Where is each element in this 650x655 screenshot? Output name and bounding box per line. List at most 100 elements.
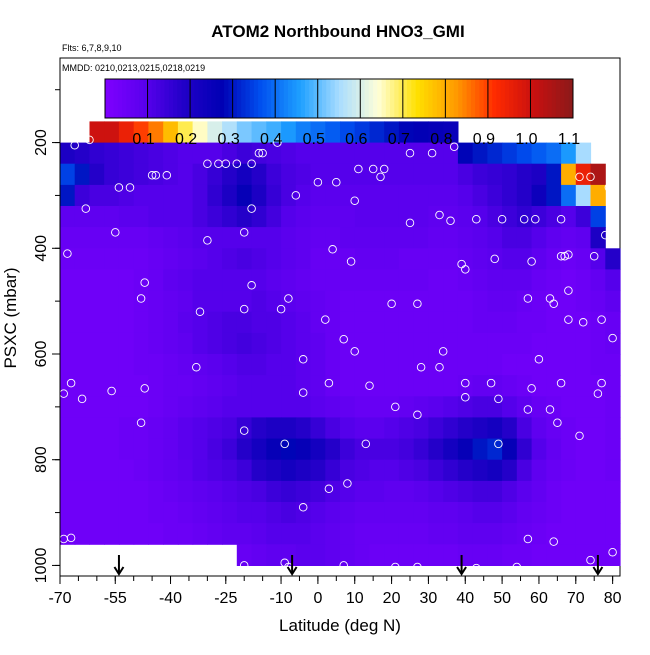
heatmap-cell — [163, 184, 179, 207]
heatmap-cell — [222, 417, 238, 440]
colorbar-segment — [356, 79, 361, 118]
heatmap-cell — [222, 269, 238, 292]
heatmap-cell — [60, 227, 76, 249]
heatmap-cell — [236, 480, 253, 503]
heatmap-cell — [561, 184, 577, 207]
heatmap-cell — [163, 206, 179, 228]
colorbar-segment — [113, 79, 119, 118]
sample-point — [391, 562, 400, 572]
heatmap-cell — [413, 121, 429, 144]
colorbar-segment — [134, 79, 140, 118]
heatmap-cell — [89, 375, 105, 397]
heatmap-cell — [428, 227, 444, 249]
heatmap-cell — [310, 375, 326, 397]
heatmap-cell — [133, 502, 149, 524]
heatmap-cell — [340, 417, 356, 440]
heatmap-cell — [177, 502, 194, 524]
heatmap-cell — [74, 290, 90, 313]
sample-point — [284, 294, 293, 303]
heatmap-cell — [89, 184, 105, 207]
heatmap-cell — [281, 248, 297, 270]
colorbar-segment — [207, 79, 212, 118]
colorbar-segment — [300, 79, 306, 118]
flight-marker-arrow — [592, 555, 604, 576]
heatmap-cell — [457, 227, 474, 249]
heatmap-cell — [222, 227, 238, 249]
sample-point — [427, 148, 437, 158]
heatmap-cell — [457, 459, 474, 482]
heatmap-cell — [266, 523, 282, 545]
heatmap-cell — [502, 354, 518, 376]
heatmap-cell — [266, 206, 282, 228]
x-axis-tick-label: 0 — [313, 590, 322, 607]
heatmap-cell — [428, 290, 444, 313]
heatmap-cell — [192, 206, 208, 228]
heatmap-cell — [487, 269, 503, 292]
heatmap-cell — [74, 480, 90, 503]
colorbar-segment — [560, 79, 565, 118]
heatmap-cell — [163, 269, 179, 292]
heatmap-cell — [118, 227, 135, 249]
heatmap-cell — [281, 163, 297, 186]
heatmap-cell — [561, 290, 577, 313]
heatmap-cell — [222, 311, 238, 334]
heatmap-cell — [531, 269, 547, 292]
heatmap-cell — [398, 523, 415, 545]
heatmap-cell — [531, 459, 547, 482]
sample-point — [391, 402, 400, 412]
heatmap-cell — [222, 184, 238, 207]
heatmap-cell — [104, 248, 120, 270]
heatmap-cell — [354, 227, 370, 249]
heatmap-cell — [192, 459, 208, 482]
heatmap-cell — [310, 184, 326, 207]
heatmap-cell — [104, 290, 120, 313]
colorbar-segment — [441, 79, 446, 118]
colorbar-segment — [385, 79, 391, 118]
colorbar-segment — [198, 79, 204, 118]
heatmap-cell — [148, 227, 164, 249]
flight-marker-head — [113, 566, 125, 576]
heatmap-cell — [340, 375, 356, 397]
heatmap-cell — [74, 438, 90, 461]
colorbar-segment — [266, 79, 272, 118]
heatmap-cell — [60, 163, 76, 186]
heatmap-cell — [281, 184, 297, 207]
heatmap-cell — [89, 163, 105, 186]
heatmap-cell — [369, 523, 385, 545]
heatmap-cell — [60, 269, 76, 292]
heatmap-cell — [605, 480, 621, 503]
heatmap-cell — [354, 375, 370, 397]
sample-point — [534, 355, 544, 364]
heatmap-cell — [384, 375, 400, 397]
heatmap-cell — [443, 396, 459, 418]
colorbar-segment — [458, 79, 463, 118]
heatmap-cell — [561, 523, 577, 545]
colorbar-segment — [151, 79, 157, 118]
heatmap-cell — [133, 311, 149, 334]
heatmap-cell — [281, 480, 297, 503]
heatmap-cell — [457, 375, 474, 397]
heatmap-cell — [281, 332, 297, 355]
colorbar-tick-label: 0.5 — [303, 131, 325, 148]
heatmap-cell — [104, 206, 120, 228]
heatmap-cell — [531, 248, 547, 270]
heatmap-cell — [502, 269, 518, 292]
heatmap-cell — [354, 459, 370, 482]
colorbar-segment — [479, 79, 485, 118]
sample-point — [608, 333, 617, 343]
heatmap-cell — [575, 480, 592, 503]
heatmap-cell — [295, 142, 312, 165]
heatmap-cell — [207, 248, 223, 270]
colorbar-segment — [224, 79, 229, 118]
heatmap-cell — [561, 438, 577, 461]
colorbar-segment — [521, 79, 527, 118]
heatmap-cell — [575, 332, 592, 355]
heatmap-cell — [546, 269, 562, 292]
heatmap-cell — [118, 480, 135, 503]
colorbar-segment — [436, 79, 442, 118]
heatmap-cell — [325, 417, 341, 440]
heatmap-cell — [148, 311, 164, 334]
colorbar-segment — [313, 79, 319, 118]
heatmap-cell — [413, 459, 429, 482]
